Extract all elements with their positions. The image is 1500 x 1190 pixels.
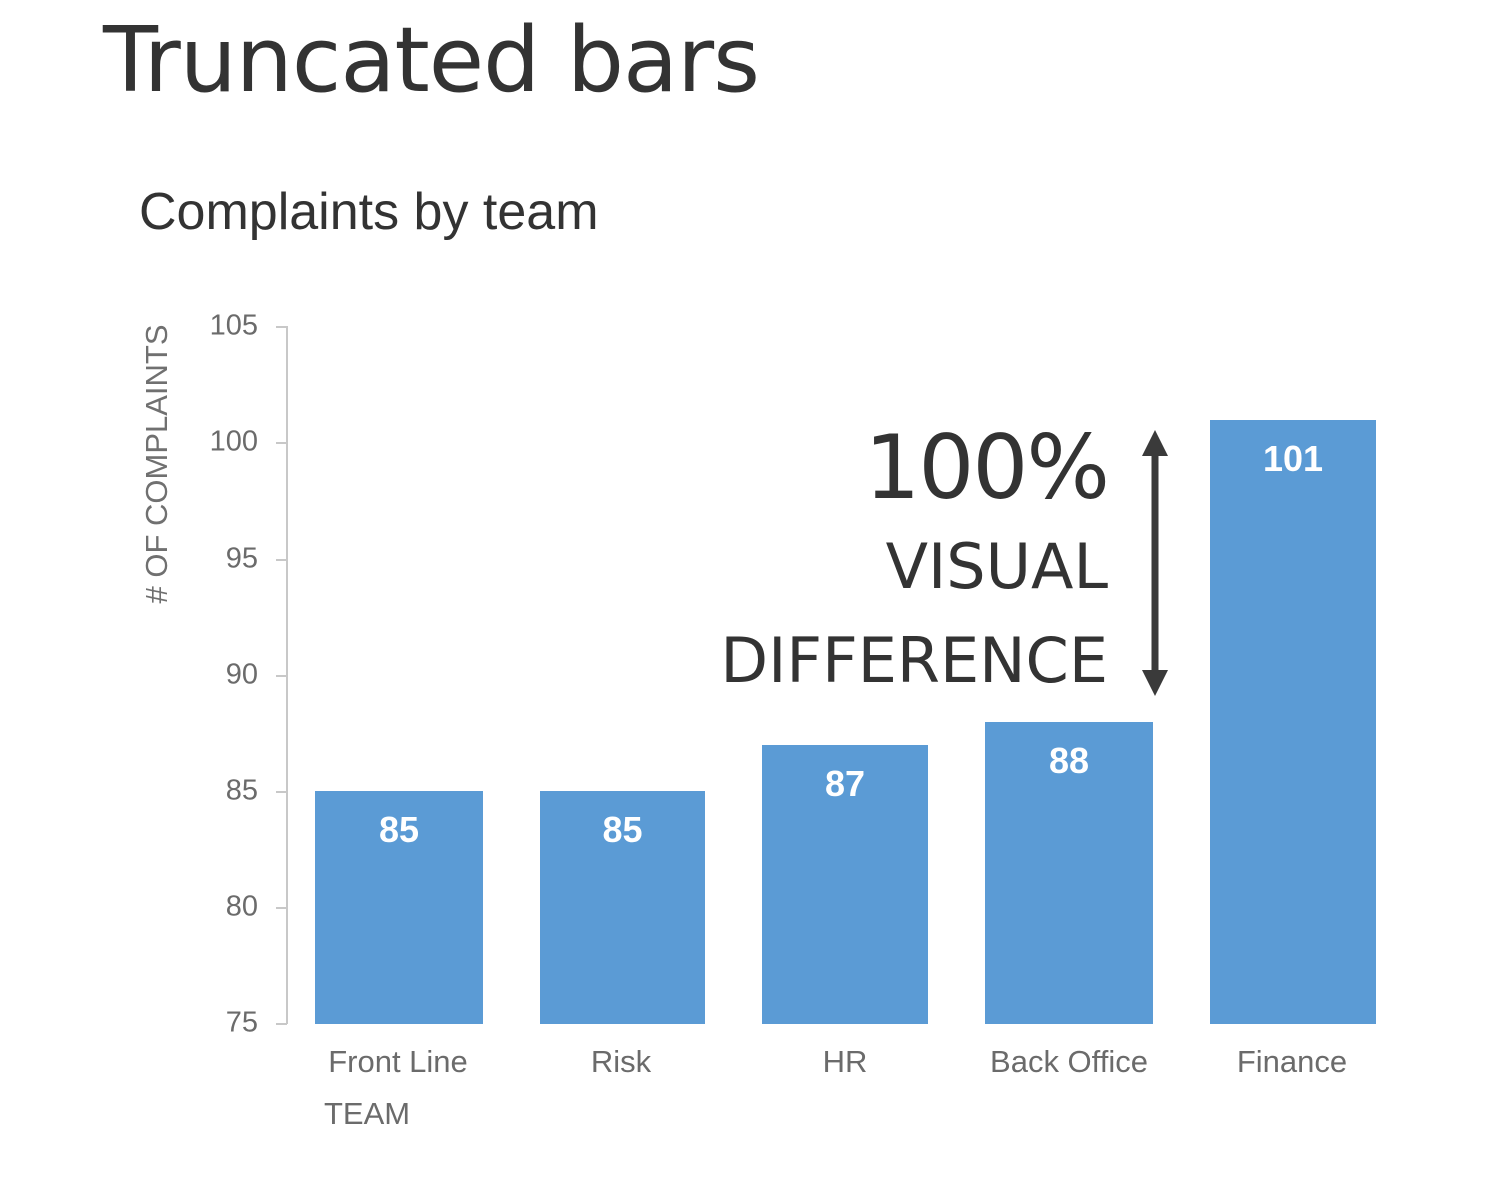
- bar-value-label: 85: [378, 809, 420, 850]
- bar-value-label: 85: [602, 809, 643, 850]
- page-title: Truncated bars: [103, 8, 760, 113]
- x-label-hr: HR: [822, 1044, 868, 1079]
- y-tick-label: 75: [225, 1006, 258, 1039]
- x-label-back-office: Back Office: [990, 1044, 1148, 1079]
- x-label-risk: Risk: [590, 1044, 652, 1079]
- y-tick: [276, 791, 287, 793]
- bar-value-label: 87: [824, 763, 866, 804]
- x-label-finance: Finance: [1236, 1044, 1348, 1079]
- y-axis-line: [286, 326, 288, 1024]
- y-tick-label: 90: [225, 658, 258, 691]
- x-label-front-line: Front Line: [328, 1044, 468, 1079]
- y-tick-label: 85: [225, 774, 258, 807]
- bar-value-label: 101: [1262, 438, 1324, 479]
- bar-front-line: 85: [315, 791, 483, 1024]
- bar-hr: 87: [762, 745, 928, 1024]
- bar-risk: 85: [540, 791, 705, 1024]
- bar-value-label: 88: [1048, 740, 1090, 781]
- y-tick-label: 80: [225, 890, 258, 923]
- y-tick: [276, 675, 287, 677]
- y-tick: [276, 442, 287, 444]
- y-tick: [276, 326, 287, 328]
- bar-finance: 101: [1210, 420, 1376, 1024]
- annotation-line-visual: VISUAL: [885, 530, 1108, 603]
- y-axis-title: # OF COMPLAINTS: [139, 324, 174, 604]
- double-arrow-icon: [1142, 430, 1168, 696]
- annotation-percent: 100%: [864, 416, 1110, 519]
- y-tick: [276, 559, 287, 561]
- y-tick-label: 95: [225, 542, 258, 575]
- y-tick-label: 100: [209, 425, 258, 458]
- y-tick: [276, 1023, 287, 1025]
- x-axis-title: TEAM: [324, 1096, 411, 1131]
- annotation-line-difference: DIFFERENCE: [720, 624, 1108, 697]
- bar-back-office: 88: [985, 722, 1153, 1024]
- chart-title: Complaints by team: [139, 183, 599, 241]
- y-tick-label: 105: [209, 309, 258, 342]
- y-tick: [276, 907, 287, 909]
